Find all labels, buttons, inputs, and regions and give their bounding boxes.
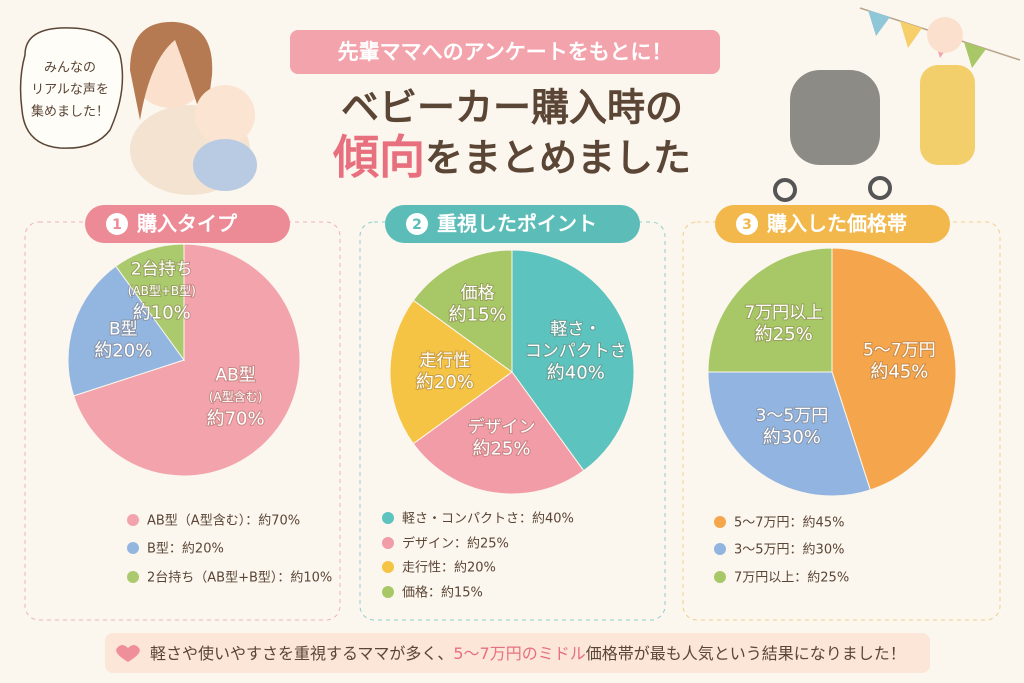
illustration — [790, 70, 880, 165]
number-badge — [406, 213, 428, 235]
footer-highlight: 5〜7万円のミドル — [453, 644, 585, 663]
slice-value-label: 約40% — [547, 362, 605, 383]
slice-label: 軽さ・ — [550, 319, 601, 339]
panel — [24, 221, 341, 621]
footer-after: 価格帯が最も人気という結果になりました！ — [586, 644, 906, 663]
illustration — [195, 85, 255, 145]
flag — [900, 21, 922, 48]
title-line2: 傾向をまとめました — [332, 130, 691, 184]
legend-label: B型：約20% — [147, 542, 224, 557]
legend-swatch — [127, 514, 139, 526]
legend-label: 7万円以上：約25% — [734, 571, 849, 586]
illustration — [920, 65, 975, 165]
heart-icon — [116, 645, 140, 662]
chart-title-pill — [385, 205, 640, 243]
legend-swatch — [714, 543, 726, 555]
legend-swatch — [127, 542, 139, 554]
illustration — [927, 17, 963, 53]
legend-swatch — [714, 516, 726, 528]
slice-value-label: 約20% — [94, 340, 152, 361]
slice-label: AB型 — [215, 366, 255, 386]
bubble-text: みんなの — [44, 61, 96, 76]
slice-label: (A型含む) — [209, 389, 263, 404]
slice-value-label: 約45% — [870, 361, 928, 382]
legend-label: 軽さ・コンパクトさ：約40% — [402, 512, 574, 527]
pie-slice — [67, 265, 185, 397]
slice-label: 7万円以上 — [744, 303, 823, 323]
legend-label: 2台持ち（AB型+B型）：約10% — [147, 571, 332, 586]
slice-value-label: 約25% — [755, 324, 813, 345]
illustration — [130, 21, 213, 130]
number-badge — [736, 213, 758, 235]
speech-bubble — [19, 27, 124, 149]
pie-slice — [707, 371, 871, 497]
legend-label: 走行性：約20% — [402, 561, 496, 576]
legend-label: 5〜7万円：約45% — [734, 516, 844, 531]
footer-bar — [105, 633, 930, 673]
legend-label: 価格：約15% — [402, 585, 483, 601]
slice-label: 2台持ち — [131, 260, 193, 280]
bubble-text: 集めました！ — [31, 104, 109, 120]
flag — [964, 42, 986, 68]
legend-label: デザイン：約25% — [402, 536, 509, 552]
pie-slice — [389, 299, 513, 445]
slice-value-label: 約70% — [207, 409, 265, 430]
illustration — [868, 176, 892, 200]
legend-swatch — [382, 512, 394, 524]
pie-slice — [511, 249, 635, 472]
chart-title-pill — [715, 205, 950, 243]
header-pill — [290, 30, 720, 74]
slice-label: B型 — [109, 319, 138, 339]
slice-label: 5〜7万円 — [863, 340, 936, 360]
pie-slice — [412, 371, 585, 495]
legend-swatch — [714, 571, 726, 583]
slice-value-label: 約20% — [416, 372, 474, 393]
legend-swatch — [382, 586, 394, 598]
slice-label: デザイン — [468, 416, 536, 437]
number-badge — [106, 213, 128, 235]
title-line1: ベビーカー購入時の — [341, 86, 683, 130]
pie-slice — [412, 249, 513, 373]
footer-before: 軽さや使いやすさを重視するママが多く、 — [150, 644, 453, 663]
footer-text: 軽さや使いやすさを重視するママが多く、5〜7万円のミドル価格帯が最も人気という結… — [150, 644, 906, 663]
slice-label: 3〜5万円 — [756, 406, 829, 426]
slice-label: コンパクトさ — [525, 341, 627, 361]
slice-value-label: 約10% — [133, 303, 191, 324]
number-badge-text: 2 — [412, 217, 422, 233]
pie-slice — [115, 243, 185, 362]
chart-title: 重視したポイント — [437, 212, 597, 236]
slice-label: 価格 — [461, 284, 495, 304]
illustration — [773, 178, 797, 202]
number-badge-text: 1 — [112, 217, 122, 233]
flag — [868, 10, 890, 36]
slice-value-label: 約25% — [472, 438, 530, 459]
header-pill-text: 先輩ママへのアンケートをもとに！ — [338, 40, 673, 64]
slice-value-label: 約30% — [763, 427, 821, 448]
slice-value-label: 約15% — [449, 305, 507, 326]
pie-slice — [73, 243, 301, 477]
legend-swatch — [382, 561, 394, 573]
legend-swatch — [382, 537, 394, 549]
slice-label: (AB型+B型) — [128, 284, 196, 298]
legend-label: 3〜5万円：約30% — [734, 543, 844, 558]
legend-swatch — [127, 571, 139, 583]
chart-title: 購入タイプ — [137, 212, 238, 236]
chart-title-pill — [85, 205, 290, 243]
chart-title: 購入した価格帯 — [767, 212, 907, 236]
illustration — [193, 139, 257, 191]
title-rest: をまとめました — [425, 136, 691, 180]
slice-label: 走行性 — [419, 351, 470, 371]
number-badge-text: 3 — [742, 217, 752, 233]
pie-slice — [831, 247, 957, 491]
pie-slice — [707, 247, 833, 373]
legend-label: AB型（A型含む）：約70% — [147, 513, 300, 529]
bubble-text: リアルな声を — [31, 83, 109, 98]
title-highlight: 傾向 — [332, 130, 425, 184]
